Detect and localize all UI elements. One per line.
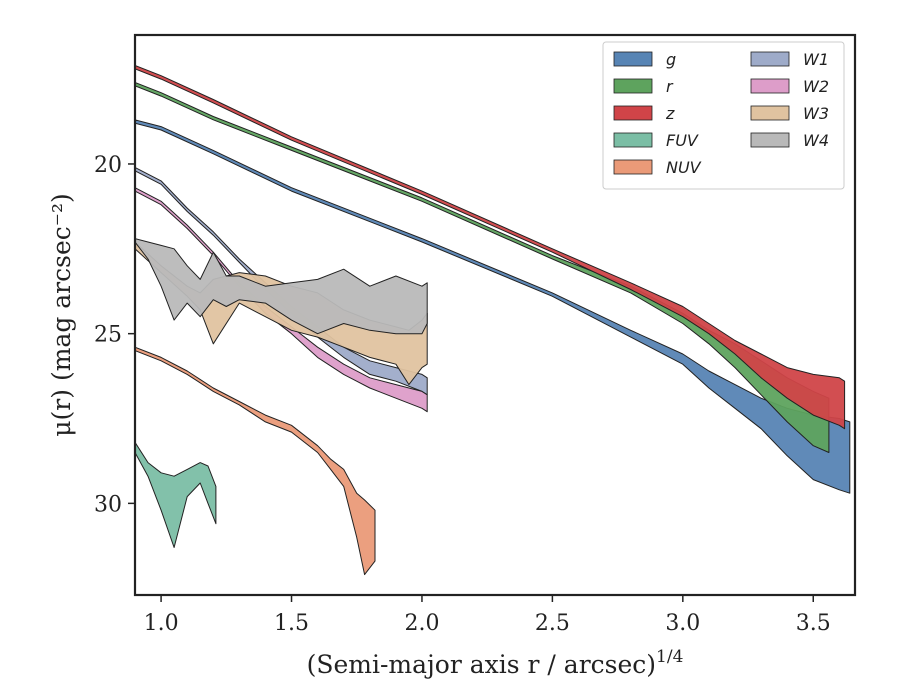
legend-swatch-W3	[750, 105, 790, 121]
legend-swatch-r	[613, 78, 653, 94]
legend-swatch-FUV	[613, 132, 653, 148]
x-axis-ticks: 1.0 1.5 2.0 2.5 3.0 3.5	[144, 595, 831, 636]
x-axis-title: (Semi-major axis r / arcsec)1/4	[307, 647, 684, 679]
band-z	[135, 65, 846, 430]
legend-label-NUV: NUV	[666, 158, 702, 177]
y-axis-ticks: 20 25 30	[94, 153, 135, 517]
plot-frame	[133, 33, 857, 597]
legend-swatch-W4	[750, 132, 790, 148]
y-tick-label: 25	[94, 323, 122, 348]
legend-label-W1: W1	[803, 50, 829, 69]
legend-swatch-NUV	[613, 159, 653, 175]
legend-label-r: r	[666, 77, 674, 96]
x-tick-label: 3.0	[665, 611, 700, 636]
legend-label-FUV: FUV	[666, 131, 699, 150]
legend: grz FUV NUV W1 W2 W3 W4	[602, 41, 845, 190]
x-tick-label: 2.5	[535, 611, 570, 636]
y-tick-label: 30	[94, 492, 122, 517]
x-tick-label: 2.0	[404, 611, 439, 636]
series-bands	[135, 65, 851, 576]
band-r	[135, 82, 830, 453]
band-g	[135, 119, 851, 494]
band-W4	[135, 238, 428, 335]
x-tick-label: 1.5	[274, 611, 309, 636]
legend-swatch-W1	[750, 51, 790, 67]
legend-label-z: z	[665, 104, 675, 123]
band-FUV	[135, 441, 217, 548]
band-NUV	[135, 346, 376, 576]
y-tick-label: 20	[94, 153, 122, 178]
y-axis-title: μ(r) (mag arcsec⁻²)	[47, 193, 76, 436]
legend-label-g: g	[666, 50, 676, 69]
legend-label-W3: W3	[803, 104, 829, 123]
legend-label-W2: W2	[803, 77, 829, 96]
legend-swatch-W2	[750, 78, 790, 94]
legend-swatch-g	[613, 51, 653, 67]
legend-label-W4: W4	[803, 131, 829, 150]
x-tick-label: 1.0	[144, 611, 179, 636]
x-tick-label: 3.5	[796, 611, 831, 636]
legend-swatch-z	[613, 105, 653, 121]
